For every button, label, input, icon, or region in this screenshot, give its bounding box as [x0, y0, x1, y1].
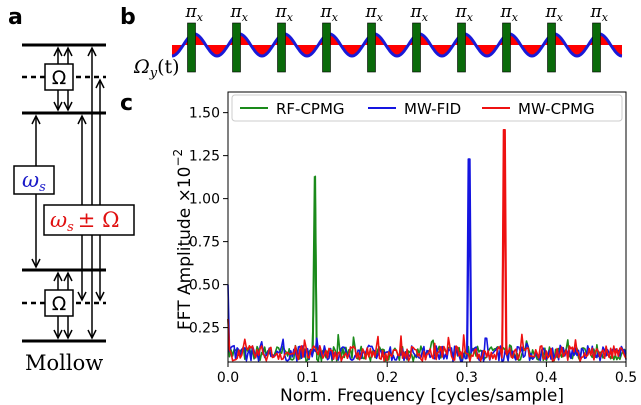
pi-symbol: π: [320, 2, 333, 22]
fft-chart: 0.0 0.1 0.2 0.3 0.4 0.5 0.25 0.50 0.75 1.00 1.25 1.…: [189, 106, 637, 386]
x-axis-label: Norm. Frequency [cycles/sample]: [280, 386, 564, 405]
pi-pulse-label: πx: [545, 2, 564, 24]
pi-pulse-label: πx: [275, 2, 294, 24]
pi-subscript: x: [332, 11, 339, 24]
legend-label-mw-cpmg: MW-CPMG: [518, 100, 595, 118]
panel-c-label: c: [120, 91, 133, 116]
y-axis-label-text: FFT Amplitude ×10: [175, 167, 195, 330]
omega-s-label: ωs: [22, 168, 46, 195]
drive-subscript: y: [149, 66, 158, 81]
pi-subscript: x: [197, 11, 204, 24]
omega-s-symbol: ω: [22, 168, 39, 192]
pi-subscript: x: [422, 11, 429, 24]
x-tick-label: 0.2: [376, 370, 398, 386]
pi-pulse-label: πx: [320, 2, 339, 24]
pi-pulse-label: πx: [185, 2, 204, 24]
pi-pulse: [187, 22, 196, 73]
drive-label: Ωy(t): [133, 56, 180, 81]
pi-subscript: x: [242, 11, 249, 24]
series-line-rf-cpmg: [227, 175, 627, 362]
x-tick-label: 0.4: [535, 370, 557, 386]
pi-pulse-label: πx: [500, 2, 519, 24]
omega-s-pm-box: [43, 204, 135, 236]
pi-subscript: x: [512, 11, 519, 24]
pi-symbol: π: [455, 2, 468, 22]
plot-frame: [227, 91, 627, 363]
y-tick-label: 0.25: [189, 321, 220, 337]
omega-label: Ω: [52, 293, 67, 315]
x-tick-label: 0.1: [296, 370, 318, 386]
x-tick-label: 0.0: [217, 370, 239, 386]
pi-pulse: [367, 22, 376, 73]
pi-pulse-label: πx: [455, 2, 474, 24]
series-peak-mw-cpmg: [501, 129, 508, 354]
pi-symbol: π: [185, 2, 198, 22]
pi-subscript: x: [377, 11, 384, 24]
panel-a-label: a: [8, 5, 23, 30]
series-line-mw-cpmg: [227, 129, 627, 362]
y-tick-label: 0.50: [189, 278, 220, 294]
pi-subscript: x: [467, 11, 474, 24]
legend: RF-CPMG MW-FID MW-CPMG: [231, 94, 623, 122]
series-peak-mw-fid: [466, 159, 473, 354]
omega-s-pm-subscript: s: [67, 220, 74, 235]
pi-pulse-label: πx: [590, 2, 609, 24]
omega-label: Ω: [52, 67, 67, 89]
omega-s-box: [13, 165, 55, 195]
panel-b-label: b: [120, 5, 136, 30]
pi-symbol: π: [410, 2, 423, 22]
pi-pulse: [592, 22, 601, 73]
pi-symbol: π: [230, 2, 243, 22]
drive-rest: (t): [157, 56, 179, 78]
pulse-sequence: πx πx πx πx πx πx πx πx πx πx: [171, 2, 623, 73]
legend-label-mw-fid: MW-FID: [404, 100, 461, 118]
pi-pulse: [457, 22, 466, 73]
pi-pulse-label: πx: [230, 2, 249, 24]
pi-symbol: π: [275, 2, 288, 22]
series-line-mw-fid: [227, 158, 627, 362]
series-peak-rf-cpmg: [311, 176, 318, 354]
y-tick-label: 0.75: [189, 235, 220, 251]
omega-s-pm-label: ωs ± Ω: [50, 208, 119, 235]
pi-subscript: x: [602, 11, 609, 24]
drive-wave: [171, 32, 623, 58]
pi-pulse: [412, 22, 421, 73]
pi-subscript: x: [557, 11, 564, 24]
pi-pulse: [322, 22, 331, 73]
y-axis-label-exponent: −2: [171, 149, 185, 167]
pi-pulse: [547, 22, 556, 73]
pi-symbol: π: [590, 2, 603, 22]
pi-symbol: π: [365, 2, 378, 22]
pi-symbol: π: [545, 2, 558, 22]
legend-box: [231, 94, 623, 122]
omega-s-subscript: s: [39, 180, 46, 195]
pi-pulse: [502, 22, 511, 73]
pi-pulse: [277, 22, 286, 73]
omega-s-pm-rest: ± Ω: [78, 208, 120, 232]
omega-box: [44, 289, 74, 317]
omega-box: [44, 63, 74, 91]
y-tick-label: 1.25: [189, 149, 220, 165]
drive-symbol: Ω: [133, 56, 150, 78]
legend-label-rf-cpmg: RF-CPMG: [276, 100, 345, 118]
y-tick-label: 1.50: [189, 106, 220, 122]
y-axis-label: FFT Amplitude ×10−2: [171, 149, 195, 330]
pi-pulse-label: πx: [410, 2, 429, 24]
pi-subscript: x: [287, 11, 294, 24]
pi-pulse: [232, 22, 241, 73]
y-tick-label: 1.00: [189, 192, 220, 208]
pi-pulse-label: πx: [365, 2, 384, 24]
mollow-caption: Mollow: [25, 351, 103, 375]
pi-symbol: π: [500, 2, 513, 22]
x-tick-label: 0.5: [615, 370, 637, 386]
omega-s-pm-symbol: ω: [50, 208, 67, 232]
x-tick-label: 0.3: [456, 370, 478, 386]
